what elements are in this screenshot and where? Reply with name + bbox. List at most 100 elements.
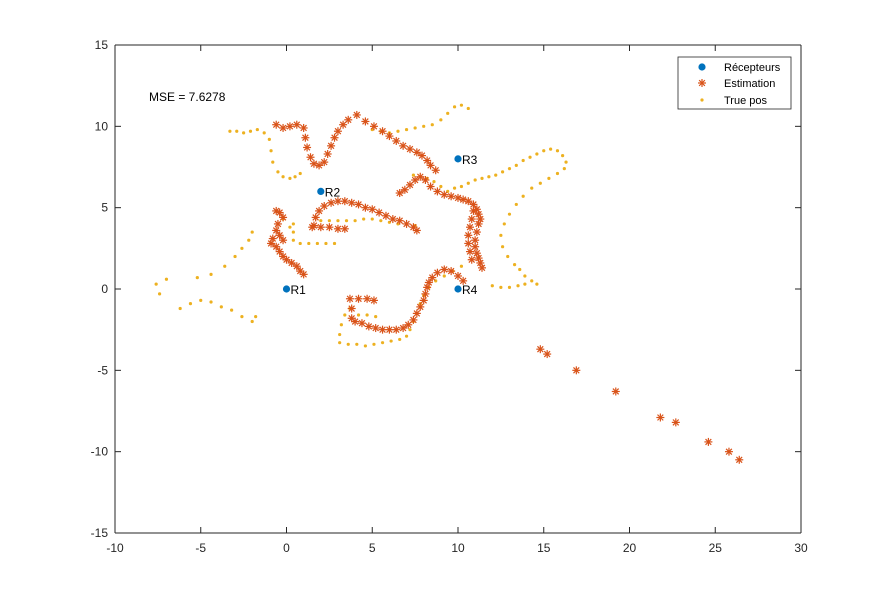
estimation-point <box>402 219 411 228</box>
estimation-point <box>279 123 288 132</box>
true-pos-point <box>490 284 494 288</box>
estimation-point <box>412 309 421 318</box>
true-pos-point <box>281 175 285 179</box>
estimation-point <box>333 224 342 233</box>
true-pos-point <box>466 106 470 111</box>
legend-swatch-true-pos <box>700 98 704 102</box>
estimation-point <box>306 153 315 162</box>
estimation-point <box>440 265 449 274</box>
true-pos-point <box>250 319 254 324</box>
true-pos-point <box>500 170 505 174</box>
estimation-point <box>464 197 473 206</box>
true-pos-point <box>502 222 506 226</box>
true-pos-point <box>240 246 244 250</box>
true-pos-point <box>219 305 223 309</box>
true-pos-point <box>379 219 383 223</box>
true-pos-point <box>547 176 551 180</box>
estimation-point <box>395 189 404 198</box>
estimation-point <box>388 215 397 224</box>
receiver-label: R2 <box>325 185 341 199</box>
estimation-point <box>417 151 426 160</box>
estimation-point <box>392 325 401 334</box>
true-pos-point <box>353 219 357 223</box>
true-pos-point <box>500 245 505 249</box>
true-pos-point <box>555 171 560 176</box>
estimation-point <box>426 161 435 170</box>
estimation-point <box>536 345 545 354</box>
true-pos-point <box>507 212 512 216</box>
estimation-point <box>345 294 354 303</box>
estimation-point <box>285 122 294 131</box>
true-pos-point <box>307 241 311 246</box>
estimation-point <box>273 219 282 228</box>
estimation-point <box>292 120 301 129</box>
legend-label: Estimation <box>724 78 775 90</box>
estimation-point <box>467 255 476 264</box>
estimation-point <box>315 161 324 170</box>
estimation-point <box>572 366 581 375</box>
true-pos-point <box>521 194 525 198</box>
true-pos-point <box>344 219 349 223</box>
estimation-point <box>347 198 356 207</box>
true-pos-point <box>507 167 512 171</box>
estimation-point <box>381 211 390 220</box>
estimation-point <box>378 127 387 136</box>
estimation-point <box>369 122 378 131</box>
estimation-point <box>363 294 372 303</box>
true-pos-point <box>262 131 266 135</box>
true-pos-point <box>327 219 331 223</box>
estimation-point <box>478 263 487 272</box>
true-pos-point <box>446 111 450 115</box>
true-pos-point <box>439 118 443 122</box>
y-tick-label: 5 <box>101 201 108 215</box>
x-tick-label: 25 <box>709 541 723 555</box>
estimation-point <box>447 267 456 276</box>
receiver-label: R1 <box>291 283 307 297</box>
true-pos-point <box>363 344 367 348</box>
estimation-point <box>472 249 481 258</box>
true-pos-point <box>332 241 337 246</box>
estimation-point <box>400 185 409 194</box>
true-pos-point <box>430 123 434 127</box>
true-pos-point <box>242 131 246 135</box>
legend-swatch-recepteurs <box>698 63 706 71</box>
true-pos-point <box>362 217 366 221</box>
true-pos-point <box>248 129 253 133</box>
true-pos-point <box>178 306 182 311</box>
estimation-point <box>325 223 334 232</box>
true-pos-point <box>542 149 546 153</box>
x-tick-label: 15 <box>537 541 551 555</box>
true-pos-point <box>404 334 409 338</box>
true-pos-point <box>396 129 400 133</box>
estimation-point <box>464 239 473 248</box>
estimation-point <box>371 324 380 333</box>
true-pos-point <box>250 230 254 234</box>
true-pos-point <box>413 126 417 130</box>
true-pos-point <box>372 342 376 346</box>
true-pos-point <box>271 160 275 164</box>
estimation-point <box>447 192 456 201</box>
true-pos-point <box>324 241 328 246</box>
y-tick-label: 10 <box>95 119 109 133</box>
true-pos-point <box>195 276 199 280</box>
true-pos-point <box>293 175 297 179</box>
true-pos-point <box>338 332 342 337</box>
true-pos-point <box>298 171 302 176</box>
true-pos-point <box>564 160 568 164</box>
true-pos-point <box>518 267 522 272</box>
estimation-point <box>469 206 478 215</box>
estimation-point <box>299 123 308 132</box>
estimation-point <box>303 143 312 152</box>
true-pos-point <box>422 124 426 128</box>
estimation-point <box>671 418 680 427</box>
true-pos-point <box>523 274 527 278</box>
true-pos-point <box>380 341 385 345</box>
series-estimation <box>267 110 744 464</box>
estimation-point <box>299 270 308 279</box>
true-pos-point <box>521 158 525 163</box>
true-pos-point <box>499 233 503 237</box>
estimation-point <box>433 268 442 277</box>
estimation-point <box>421 176 430 185</box>
